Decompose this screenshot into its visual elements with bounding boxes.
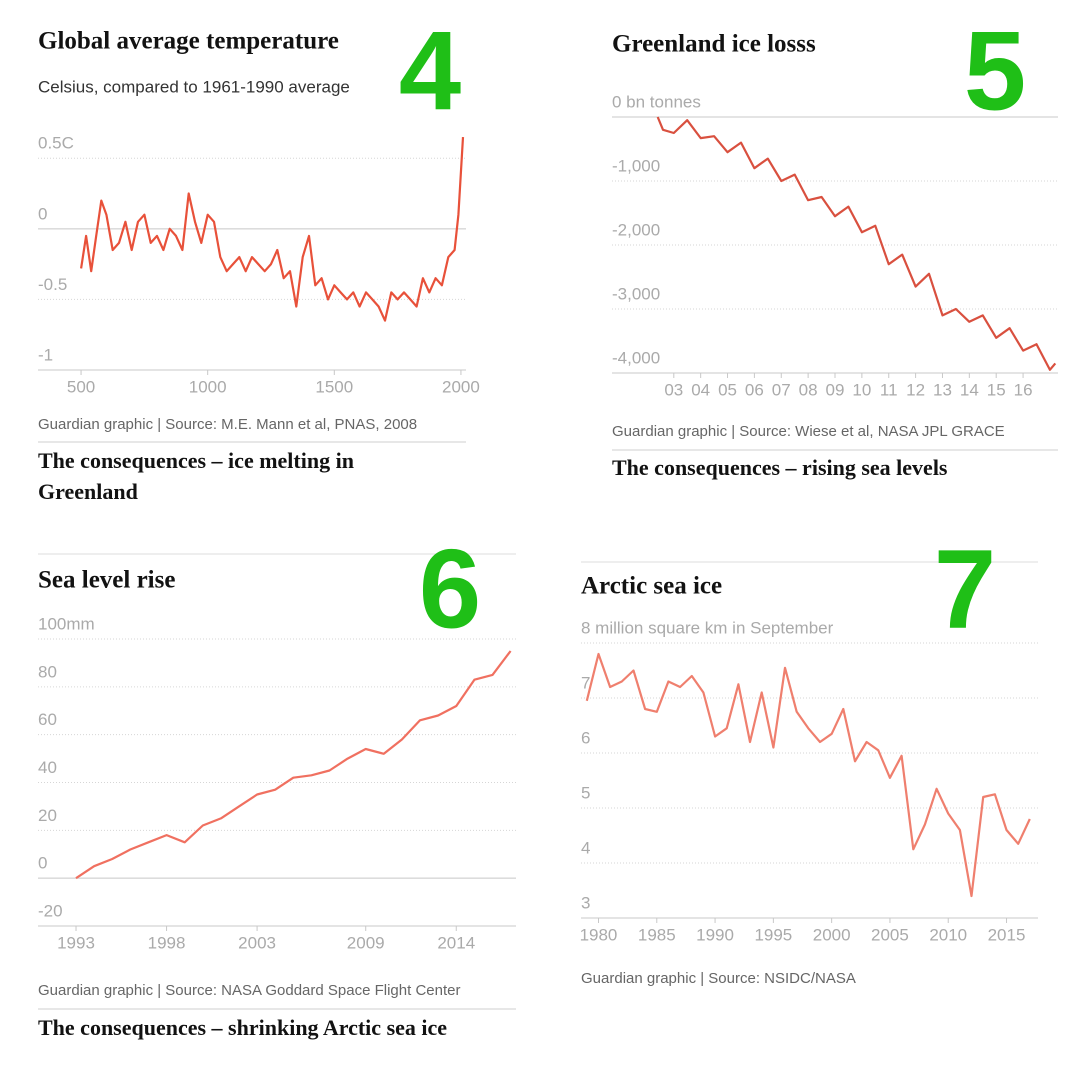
x-tick-label: 09 — [826, 380, 845, 399]
x-tick-label: 11 — [880, 380, 898, 399]
x-tick-label: 2000 — [813, 925, 851, 944]
y-tick-label: 0 bn tonnes — [612, 92, 701, 111]
x-tick-label: 04 — [691, 380, 710, 399]
x-tick-label: 2009 — [347, 933, 385, 952]
y-tick-label: 0 — [38, 204, 47, 223]
y-tick-label: -4,000 — [612, 348, 660, 367]
y-tick-label: 5 — [581, 783, 590, 802]
x-tick-label: 15 — [987, 380, 1006, 399]
x-tick-label: 10 — [852, 380, 871, 399]
y-tick-label: -0.5 — [38, 275, 67, 294]
source: Guardian graphic | Source: NASA Goddard … — [38, 982, 460, 999]
chart-number: 5 — [964, 9, 1026, 134]
y-tick-label: 0.5C — [38, 134, 74, 153]
source: Guardian graphic | Source: Wiese et al, … — [612, 423, 1005, 440]
x-tick-label: 05 — [718, 380, 737, 399]
x-tick-label: 1998 — [148, 933, 186, 952]
footer-box: The consequences – rising sea levels — [612, 455, 948, 480]
x-tick-label: 13 — [933, 380, 952, 399]
x-tick-label: 08 — [799, 380, 818, 399]
data-line — [585, 652, 1031, 898]
y-tick-label: -1 — [38, 345, 53, 364]
footer-box: The consequences – shrinking Arctic sea … — [38, 1015, 448, 1040]
data-line — [656, 116, 1057, 371]
x-tick-label: 1985 — [638, 925, 676, 944]
y-tick-label: 4 — [581, 838, 590, 857]
x-tick-label: 2014 — [437, 933, 475, 952]
y-tick-label: 20 — [38, 806, 57, 825]
footer-link[interactable]: The consequences – ice melting in Greenl… — [38, 448, 354, 504]
chart-title: Arctic sea ice — [581, 573, 722, 600]
x-tick-label: 2003 — [238, 933, 276, 952]
y-tick-label: -2,000 — [612, 220, 660, 239]
y-tick-label: 0 — [38, 854, 47, 873]
chart-title: Greenland ice losss — [612, 31, 816, 58]
data-line — [80, 137, 465, 322]
y-tick-label: 3 — [581, 893, 590, 912]
chart-number: 4 — [399, 9, 461, 134]
x-tick-label: 1990 — [696, 925, 734, 944]
x-tick-label: 12 — [906, 380, 925, 399]
y-tick-label: -1,000 — [612, 156, 660, 175]
y-tick-label: 80 — [38, 662, 57, 681]
source: Guardian graphic | Source: NSIDC/NASA — [581, 970, 856, 987]
x-tick-label: 1980 — [580, 925, 618, 944]
x-tick-label: 1000 — [189, 377, 227, 396]
x-tick-label: 07 — [772, 380, 791, 399]
x-tick-label: 2015 — [988, 925, 1026, 944]
x-tick-label: 14 — [960, 380, 979, 399]
chart-number: 7 — [934, 527, 996, 652]
chart-title: Sea level rise — [38, 567, 175, 594]
chart-title: Global average temperature — [38, 28, 339, 55]
chart-subtitle: Celsius, compared to 1961-1990 average — [38, 77, 350, 96]
x-tick-label: 16 — [1014, 380, 1033, 399]
y-tick-label: 60 — [38, 710, 57, 729]
chart-number: 6 — [419, 527, 481, 652]
x-tick-label: 03 — [664, 380, 683, 399]
x-tick-label: 06 — [745, 380, 764, 399]
data-line — [75, 650, 512, 880]
footer-box: The consequences – ice melting in Greenl… — [38, 448, 354, 504]
y-tick-label: 7 — [581, 673, 590, 692]
y-tick-label: 6 — [581, 728, 590, 747]
y-tick-label: -3,000 — [612, 284, 660, 303]
y-tick-label: 100mm — [38, 614, 95, 633]
footer-link[interactable]: The consequences – shrinking Arctic sea … — [38, 1015, 448, 1040]
x-tick-label: 1500 — [315, 377, 353, 396]
x-tick-label: 2010 — [929, 925, 967, 944]
footer-link[interactable]: The consequences – rising sea levels — [612, 455, 948, 480]
y-tick-label: 40 — [38, 758, 57, 777]
x-tick-label: 2005 — [871, 925, 909, 944]
y-tick-label: -20 — [38, 901, 63, 920]
y-tick-label: 8 million square km in September — [581, 618, 834, 637]
source: Guardian graphic | Source: M.E. Mann et … — [38, 416, 417, 433]
x-tick-label: 500 — [67, 377, 95, 396]
x-tick-label: 2000 — [442, 377, 480, 396]
x-tick-label: 1995 — [754, 925, 792, 944]
x-tick-label: 1993 — [57, 933, 95, 952]
